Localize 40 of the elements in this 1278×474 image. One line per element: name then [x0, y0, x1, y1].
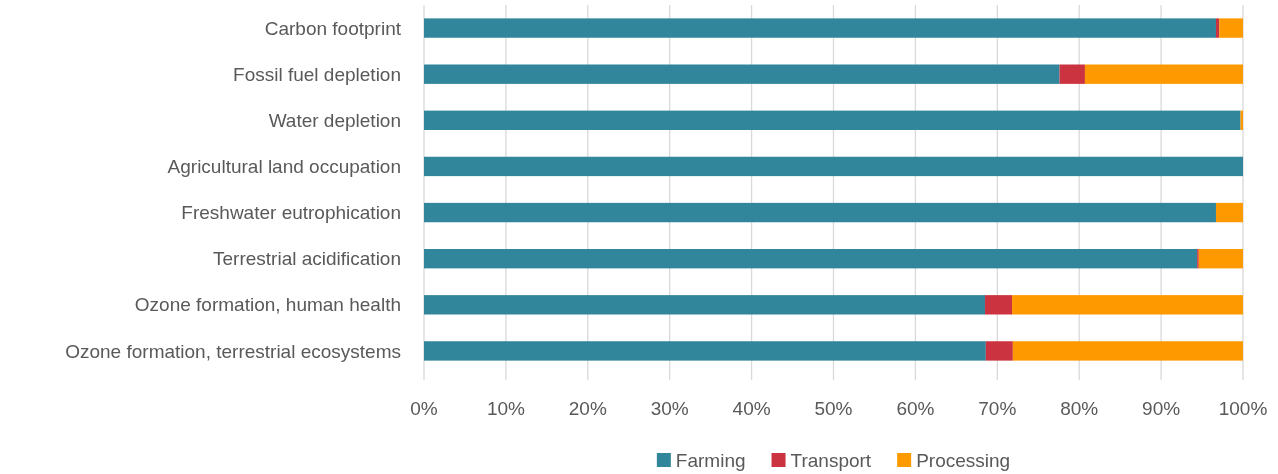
bar — [424, 64, 1060, 84]
y-tick-label: Carbon footprint — [264, 17, 402, 39]
x-tick-label: 30% — [650, 398, 689, 419]
bar — [1012, 341, 1243, 361]
x-tick-label: 40% — [732, 398, 771, 419]
y-tick-label: Freshwater eutrophication — [181, 202, 401, 224]
x-tick-label: 100% — [1218, 398, 1268, 419]
y-tick-label: Ozone formation, human health — [134, 294, 401, 316]
bar — [1012, 295, 1243, 315]
bar — [1219, 18, 1243, 38]
bar — [1059, 64, 1085, 84]
legend-label: Transport — [790, 449, 872, 471]
bar — [1084, 64, 1243, 84]
x-tick-label: 80% — [1060, 398, 1099, 419]
y-tick-label: Agricultural land occupation — [167, 156, 401, 178]
y-tick-label: Ozone formation, terrestrial ecosystems — [65, 340, 401, 362]
x-tick-label: 50% — [814, 398, 853, 419]
x-tick-label: 20% — [568, 398, 607, 419]
bar — [424, 202, 1216, 223]
bar — [1215, 202, 1243, 223]
x-tick-label: 0% — [410, 398, 438, 419]
bar — [985, 341, 1013, 361]
y-tick-label: Water depletion — [268, 109, 401, 131]
bar — [424, 341, 986, 361]
x-tick-label: 10% — [486, 398, 526, 419]
bar — [1215, 18, 1220, 38]
bar — [424, 18, 1216, 38]
legend-label: Processing — [916, 449, 1011, 471]
bar — [424, 110, 1241, 130]
x-tick-label: 70% — [978, 398, 1017, 419]
bar — [424, 156, 1243, 177]
x-tick-label: 60% — [896, 398, 935, 419]
y-tick-label: Terrestrial acidification — [213, 248, 401, 270]
bar — [424, 295, 986, 315]
bar — [1198, 249, 1243, 269]
x-tick-label: 90% — [1142, 398, 1181, 419]
legend-label: Farming — [675, 449, 746, 471]
bar — [424, 249, 1198, 269]
bar — [985, 295, 1013, 315]
y-tick-label: Fossil fuel depletion — [233, 63, 401, 85]
